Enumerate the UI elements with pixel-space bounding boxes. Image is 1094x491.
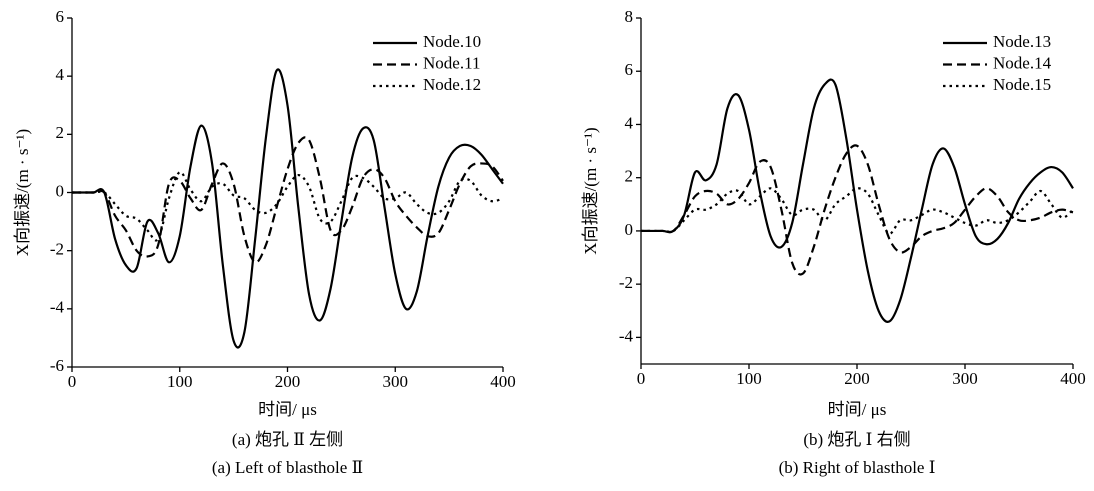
y-tick-label: 2 [625, 167, 634, 186]
y-tick-label: 4 [56, 65, 65, 84]
y-tick-label: 6 [56, 7, 65, 26]
legend-label: Node.11 [423, 53, 480, 72]
x-tick-label: 0 [68, 372, 77, 391]
y-tick-label: -4 [50, 298, 65, 317]
x-tick-label: 300 [952, 369, 978, 388]
y-tick-label: 0 [56, 181, 65, 200]
data-line [641, 144, 1074, 276]
x-tick-label: 400 [1060, 369, 1086, 388]
caption: (a) 炮孔 Ⅱ 左侧 [232, 430, 343, 449]
legend-label: Node.13 [993, 32, 1051, 51]
x-tick-label: 0 [637, 369, 646, 388]
data-line [641, 78, 1074, 323]
legend-label: Node.10 [423, 32, 481, 51]
x-axis-label: 时间/ μs [258, 400, 317, 419]
x-axis-label: 时间/ μs [828, 400, 887, 419]
x-tick-label: 100 [736, 369, 762, 388]
data-line [72, 136, 504, 264]
y-axis-label: X向振速/(m · s⁻¹) [581, 127, 600, 254]
y-tick-label: 4 [625, 113, 634, 132]
y-tick-label: -2 [50, 240, 64, 259]
y-tick-label: -4 [619, 326, 634, 345]
caption-en: (a) Left of blasthole Ⅱ [212, 458, 363, 477]
x-tick-label: 200 [844, 369, 870, 388]
caption: (b) 炮孔 Ⅰ 右侧 [803, 430, 910, 449]
caption-en: (b) Right of blasthole Ⅰ [779, 458, 936, 477]
y-tick-label: 2 [56, 123, 65, 142]
y-tick-label: -2 [619, 273, 633, 292]
x-tick-label: 300 [383, 372, 409, 391]
data-line [72, 171, 504, 242]
y-tick-label: 0 [625, 220, 634, 239]
legend-label: Node.12 [423, 75, 481, 94]
x-tick-label: 100 [167, 372, 193, 391]
y-axis-label: X向振速/(m · s⁻¹) [13, 129, 32, 256]
x-tick-label: 200 [275, 372, 301, 391]
data-line [641, 187, 1074, 235]
x-tick-label: 400 [490, 372, 516, 391]
y-tick-label: 8 [625, 7, 634, 26]
y-tick-label: -6 [50, 356, 64, 375]
legend-label: Node.15 [993, 75, 1051, 94]
y-tick-label: 6 [625, 60, 634, 79]
legend-label: Node.14 [993, 53, 1052, 72]
data-line [72, 68, 504, 349]
